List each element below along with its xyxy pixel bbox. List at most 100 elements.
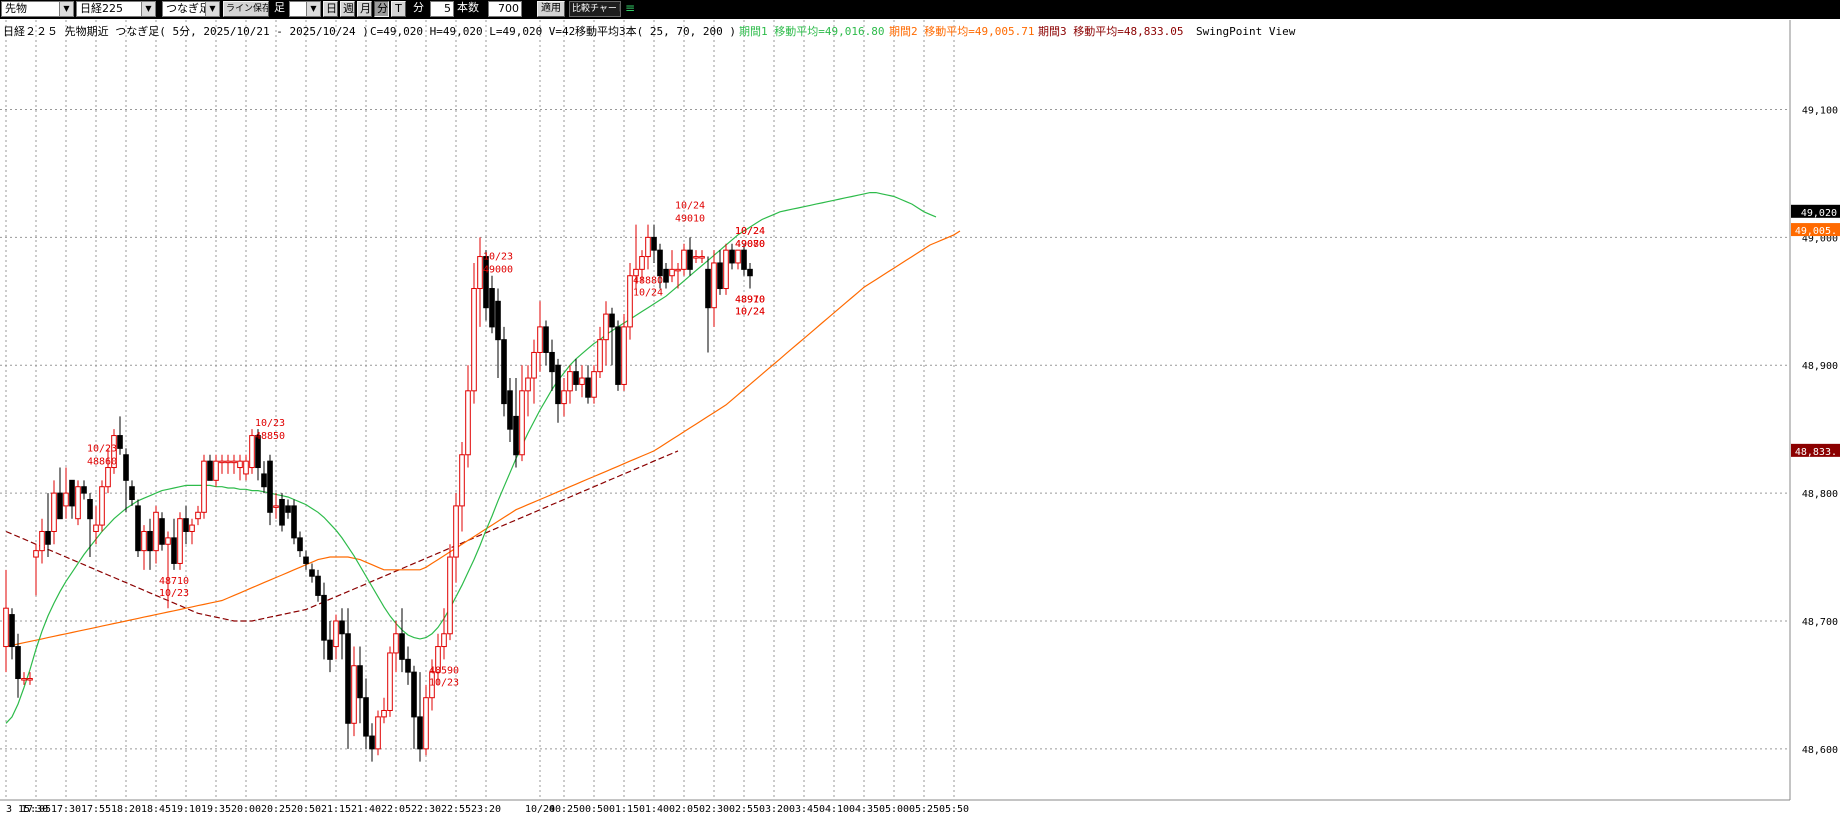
save-line-button[interactable]: ライン保存 (223, 1, 269, 17)
candle (207, 454, 213, 481)
time-tick-label: 00:25 (549, 804, 579, 815)
candle (561, 378, 567, 417)
candle (705, 256, 711, 353)
swing-price: 49080 (735, 239, 765, 250)
candle (159, 512, 165, 551)
price-tick-label: 48,900 (1802, 361, 1838, 372)
candle (3, 569, 9, 673)
candle-body (423, 697, 429, 750)
swing-date: 10/23 (429, 677, 459, 688)
period-month-button[interactable]: 月 (357, 1, 372, 17)
index-select[interactable]: 日経225 ▼ (76, 1, 156, 17)
candle-body (393, 633, 399, 654)
candle-body (357, 665, 363, 699)
apply-button[interactable]: 適用 (537, 1, 565, 17)
compare-chart-button[interactable]: 比較チャート (569, 1, 621, 17)
candle (471, 262, 477, 404)
swing-price: 48880 (633, 275, 663, 286)
candle-body (87, 499, 93, 520)
candle-body (231, 460, 237, 464)
candle-body (441, 633, 447, 648)
chevron-down-icon: ▼ (59, 2, 73, 16)
candle (657, 243, 663, 289)
candle (225, 454, 231, 474)
candle (645, 224, 651, 270)
candle (495, 288, 501, 379)
time-tick-label: 22:55 (441, 804, 471, 815)
period-day-button[interactable]: 日 (323, 1, 338, 17)
candle (675, 262, 681, 289)
price-tick-label: 48,600 (1802, 745, 1838, 756)
minute-input[interactable]: 5 (430, 1, 454, 17)
candle (117, 416, 123, 455)
candle-body (399, 633, 405, 660)
swing-price: 48910 (735, 295, 765, 306)
toolbar: 先物 ▼ 日経225 ▼ つなぎ足 ▼ ライン保存 足 ▼ 日 週 月 分 T 分 5… (0, 0, 1840, 19)
candle (519, 365, 525, 462)
candle-body (249, 435, 255, 469)
count-input[interactable]: 700 (488, 1, 522, 17)
candle-body (75, 486, 81, 520)
foot-label: 足 (274, 1, 285, 14)
candle-body (669, 268, 675, 277)
candle-body (651, 236, 657, 251)
candle-body (267, 460, 273, 513)
candle-body (633, 268, 639, 277)
index-select-value: 日経225 (80, 2, 123, 15)
candle (627, 262, 633, 340)
period-week-button[interactable]: 週 (340, 1, 355, 17)
candle (27, 672, 33, 685)
swing-date: 10/24 (633, 287, 663, 298)
candle (15, 633, 21, 698)
candle (105, 448, 111, 494)
candle-body (291, 505, 297, 539)
time-tick-label: 20:00 (231, 804, 261, 815)
candle (279, 493, 285, 532)
foot-select[interactable]: ▼ (289, 1, 321, 17)
candle-body (165, 537, 171, 545)
candle-body (141, 530, 147, 552)
candle (87, 493, 93, 558)
candle (309, 563, 315, 583)
candle (69, 479, 75, 519)
instrument-select-value: 先物 (5, 2, 27, 15)
time-tick-label: 20:25 (261, 804, 291, 815)
last-price-tag-bg (1791, 204, 1840, 218)
candle (201, 454, 207, 519)
candle-body (591, 371, 597, 398)
candle-body (687, 249, 693, 270)
candle-body (603, 313, 609, 341)
candle (243, 454, 249, 481)
candle-body (555, 364, 561, 405)
candle (441, 608, 447, 660)
series-type-select[interactable]: つなぎ足 ▼ (162, 1, 220, 17)
candle-body (177, 518, 183, 564)
candle-body (681, 249, 687, 270)
candle-body (39, 530, 45, 552)
candle-body (21, 678, 27, 681)
candle (375, 710, 381, 756)
candle-body (519, 390, 525, 456)
candle-body (63, 492, 69, 507)
candle-body (609, 313, 615, 328)
candle-body (723, 249, 729, 290)
candle (651, 224, 657, 263)
candle-body (219, 460, 225, 464)
time-tick-label: 23:20 (471, 804, 501, 815)
candle (639, 250, 645, 283)
candle-body (531, 351, 537, 379)
instrument-select[interactable]: 先物 ▼ (1, 1, 74, 17)
candle (261, 461, 267, 494)
candle (147, 518, 153, 570)
period-tick-button[interactable]: T (391, 1, 406, 17)
time-tick-label: 18:45 (141, 804, 171, 815)
period-minute-button[interactable]: 分 (374, 1, 389, 17)
candle (537, 301, 543, 372)
swing-price: 48970 (735, 295, 765, 306)
swing-price: 48860 (87, 456, 117, 467)
chart-lines-icon[interactable]: ≡ (625, 1, 636, 15)
swing-points: 10/23488604871010/2310/23488504859010/23… (87, 200, 765, 688)
candle-body (699, 256, 705, 259)
